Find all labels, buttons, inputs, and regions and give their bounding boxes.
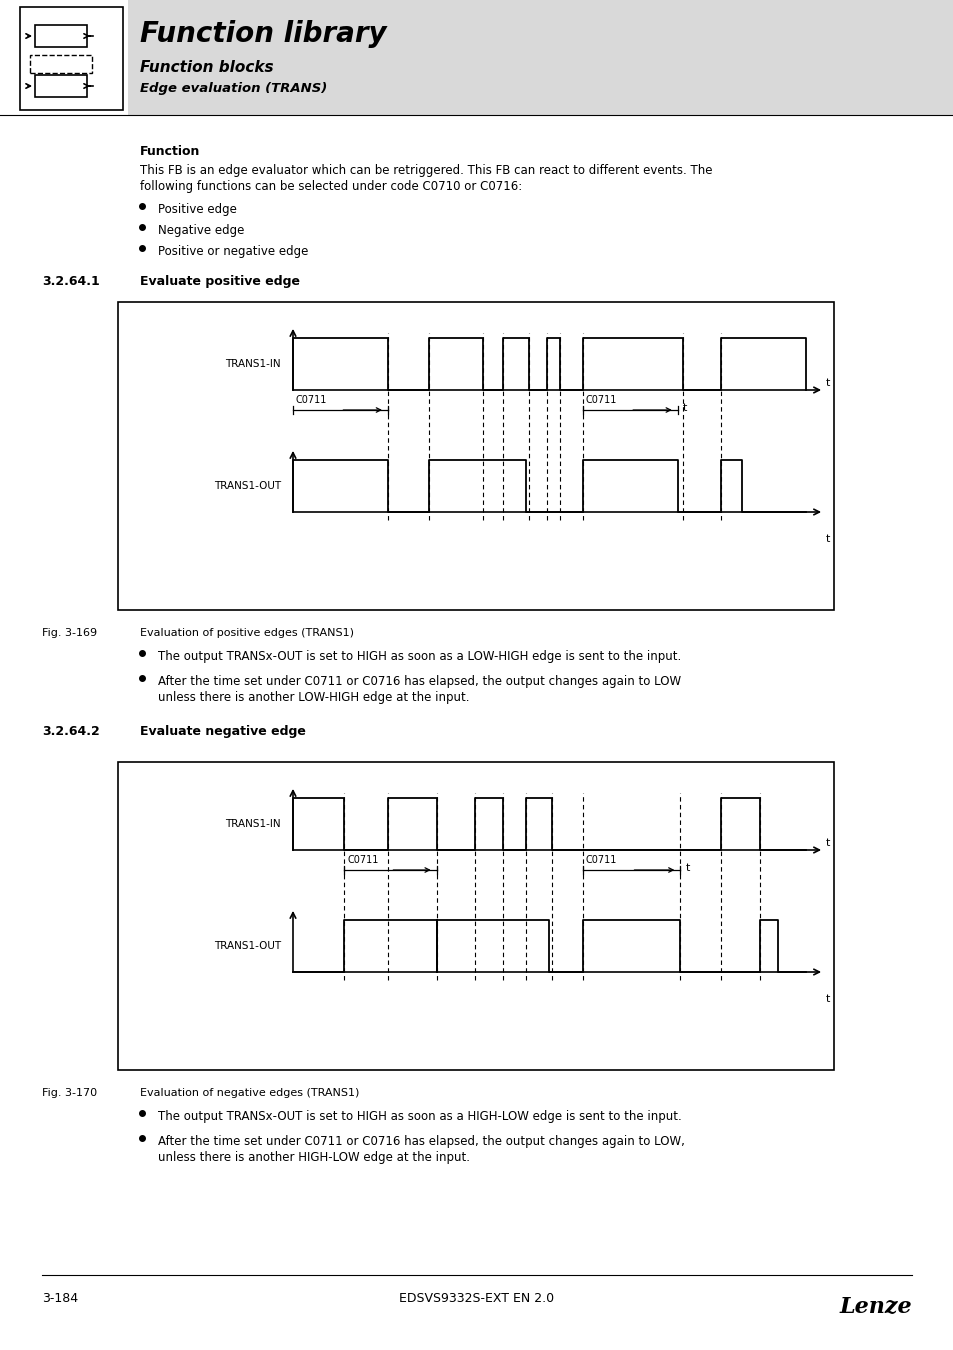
Bar: [30, 55, 91, 73]
Text: Fig. 3-170: Fig. 3-170: [42, 1088, 97, 1098]
Bar: [35, 26, 87, 47]
Text: After the time set under C0711 or C0716 has elapsed, the output changes again to: After the time set under C0711 or C0716 …: [158, 1135, 684, 1148]
Text: TRANS1-OUT: TRANS1-OUT: [213, 481, 281, 491]
Bar: [118, 761, 833, 1071]
Text: Evaluate positive edge: Evaluate positive edge: [140, 275, 299, 288]
Text: 3-184: 3-184: [42, 1292, 78, 1305]
Bar: [35, 76, 87, 97]
Text: Evaluation of positive edges (TRANS1): Evaluation of positive edges (TRANS1): [140, 628, 354, 639]
Text: The output TRANSx-OUT is set to HIGH as soon as a LOW-HIGH edge is sent to the i: The output TRANSx-OUT is set to HIGH as …: [158, 649, 680, 663]
Text: C0711: C0711: [585, 396, 617, 405]
Text: t: t: [684, 863, 689, 873]
Text: The output TRANSx-OUT is set to HIGH as soon as a HIGH-LOW edge is sent to the i: The output TRANSx-OUT is set to HIGH as …: [158, 1110, 681, 1123]
Text: Positive edge: Positive edge: [158, 202, 236, 216]
Text: C0711: C0711: [295, 396, 327, 405]
Text: Edge evaluation (TRANS): Edge evaluation (TRANS): [140, 82, 327, 94]
Text: t: t: [825, 378, 829, 387]
Text: After the time set under C0711 or C0716 has elapsed, the output changes again to: After the time set under C0711 or C0716 …: [158, 675, 680, 688]
Bar: [118, 302, 833, 610]
Text: Evaluation of negative edges (TRANS1): Evaluation of negative edges (TRANS1): [140, 1088, 359, 1098]
Text: t: t: [682, 404, 686, 413]
Text: t: t: [825, 838, 829, 848]
Text: t: t: [825, 994, 829, 1004]
Text: Positive or negative edge: Positive or negative edge: [158, 244, 308, 258]
Bar: [128, 0, 953, 115]
Text: 3.2.64.2: 3.2.64.2: [42, 725, 100, 738]
Text: Function blocks: Function blocks: [140, 59, 274, 76]
Text: Negative edge: Negative edge: [158, 224, 244, 238]
Text: EDSVS9332S-EXT EN 2.0: EDSVS9332S-EXT EN 2.0: [399, 1292, 554, 1305]
Text: unless there is another HIGH-LOW edge at the input.: unless there is another HIGH-LOW edge at…: [158, 1152, 470, 1164]
Text: t: t: [825, 535, 829, 544]
Text: Lenze: Lenze: [839, 1295, 911, 1318]
Bar: [20, 7, 123, 109]
Text: following functions can be selected under code C0710 or C0716:: following functions can be selected unde…: [140, 180, 521, 193]
Text: Function: Function: [140, 144, 200, 158]
Text: Evaluate negative edge: Evaluate negative edge: [140, 725, 306, 738]
Text: C0711: C0711: [585, 855, 617, 865]
Text: TRANS1-IN: TRANS1-IN: [225, 819, 281, 829]
Text: Fig. 3-169: Fig. 3-169: [42, 628, 97, 639]
Text: unless there is another LOW-HIGH edge at the input.: unless there is another LOW-HIGH edge at…: [158, 691, 469, 703]
Text: TRANS1-OUT: TRANS1-OUT: [213, 941, 281, 950]
Text: TRANS1-IN: TRANS1-IN: [225, 359, 281, 369]
Text: This FB is an edge evaluator which can be retriggered. This FB can react to diff: This FB is an edge evaluator which can b…: [140, 163, 712, 177]
Text: C0711: C0711: [347, 855, 378, 865]
Text: 3.2.64.1: 3.2.64.1: [42, 275, 100, 288]
Text: Function library: Function library: [140, 20, 386, 49]
